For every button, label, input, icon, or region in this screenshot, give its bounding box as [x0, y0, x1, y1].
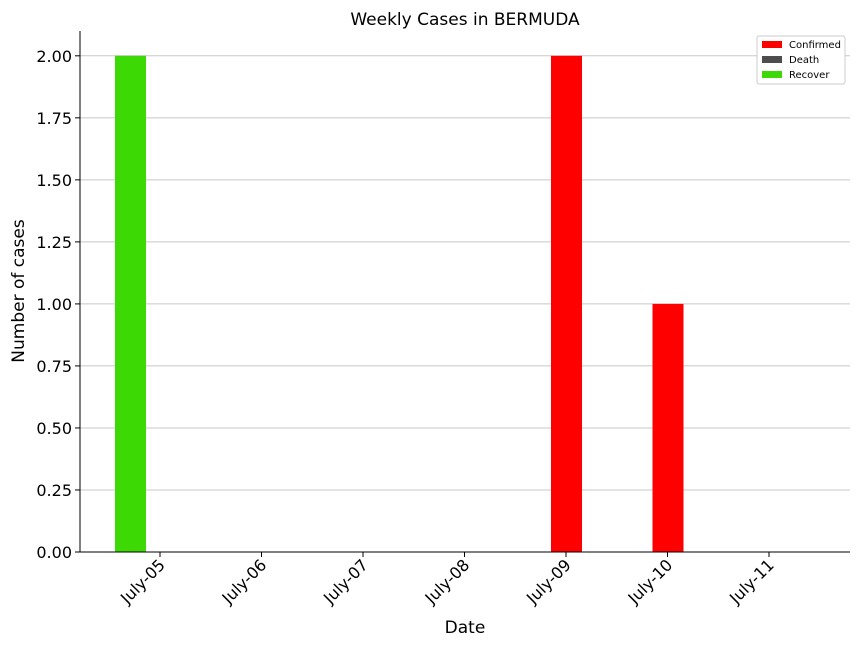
y-tick-label: 0.00 — [36, 543, 72, 562]
x-tick-label: July-10 — [624, 555, 677, 608]
bar-confirmed-july-09 — [551, 55, 582, 553]
y-axis-label: Number of cases — [9, 219, 29, 363]
chart-title: Weekly Cases in BERMUDA — [350, 10, 580, 30]
x-tick-label: July-09 — [522, 555, 575, 608]
legend-label-death: Death — [789, 55, 819, 66]
legend-label-recover: Recover — [789, 70, 830, 81]
y-tick-label: 1.50 — [36, 171, 72, 190]
x-tick-label: July-08 — [421, 555, 474, 608]
y-tick-label: 0.25 — [36, 481, 72, 500]
legend-swatch-confirmed — [762, 41, 782, 48]
x-tick-label: July-06 — [218, 555, 271, 608]
y-tick-label: 2.00 — [36, 47, 72, 66]
legend-swatch-recover — [762, 71, 782, 78]
y-tick-label: 1.25 — [36, 233, 72, 252]
bar-confirmed-july-10 — [652, 303, 684, 552]
y-tick-label: 0.75 — [36, 357, 72, 376]
gridlines — [80, 55, 850, 491]
bars — [115, 55, 684, 553]
legend-swatch-death — [762, 56, 782, 63]
x-tick-label: July-11 — [725, 555, 778, 608]
axes — [79, 31, 850, 553]
x-ticks: July-05 July-06 July-07 July-08 July-09 July-… — [116, 552, 778, 608]
y-tick-label: 1.75 — [36, 109, 72, 128]
bar-recover-july-05 — [115, 55, 146, 553]
y-tick-label: 1.00 — [36, 295, 72, 314]
legend-label-confirmed: Confirmed — [789, 40, 841, 51]
x-tick-label: July-05 — [116, 555, 169, 608]
x-tick-label: July-07 — [319, 555, 372, 608]
y-ticks: 0.00 0.25 0.50 0.75 1.00 1.25 1.50 1.75 2.00 — [36, 47, 80, 562]
legend: Confirmed Death Recover — [756, 35, 846, 85]
x-axis-label: Date — [445, 618, 486, 638]
y-tick-label: 0.50 — [36, 419, 72, 438]
